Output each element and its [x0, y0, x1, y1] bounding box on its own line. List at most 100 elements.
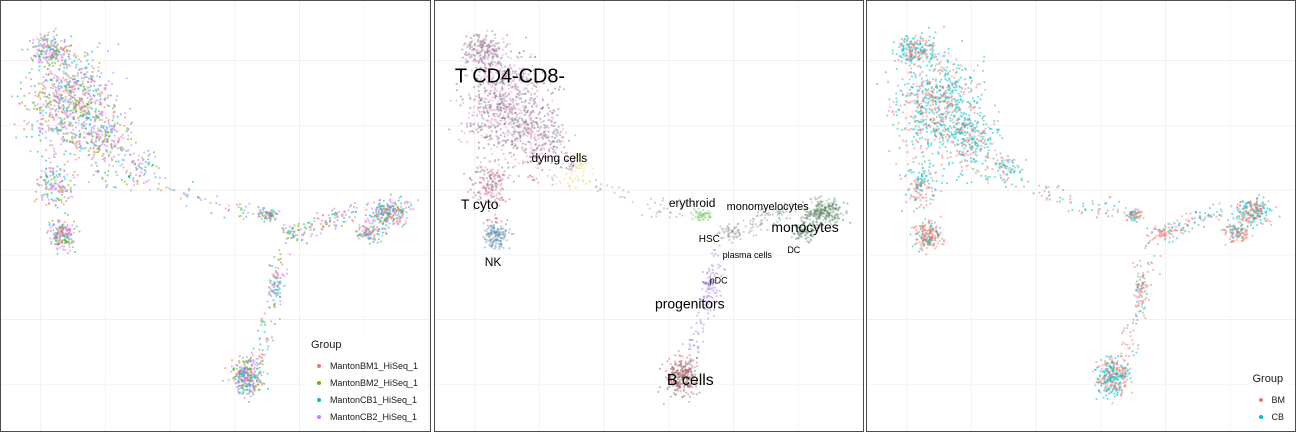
scatter-point — [674, 375, 678, 378]
scatter-point — [97, 129, 100, 133]
scatter-point — [708, 301, 712, 304]
scatter-point — [110, 139, 113, 142]
scatter-point — [509, 98, 512, 101]
scatter-point — [832, 206, 835, 209]
scatter-point — [687, 384, 690, 387]
scatter-point — [490, 41, 493, 44]
scatter-point — [507, 102, 510, 106]
scatter-point — [110, 146, 113, 149]
scatter-point — [805, 226, 808, 229]
scatter-point — [824, 216, 827, 219]
scatter-point — [144, 166, 147, 169]
scatter-point — [727, 226, 730, 230]
scatter-point — [699, 382, 702, 386]
scatter-point — [468, 116, 471, 119]
scatter-point — [821, 200, 824, 203]
scatter-point — [790, 236, 793, 239]
scatter-point — [86, 59, 89, 62]
scatter-point — [79, 67, 83, 70]
scatter-point — [549, 70, 552, 73]
scatter-point — [66, 160, 69, 163]
scatter-point — [581, 158, 584, 161]
scatter-point — [510, 143, 513, 146]
scatter-point — [550, 154, 553, 157]
scatter-point — [224, 366, 227, 370]
scatter-point — [476, 48, 479, 51]
scatter-point — [476, 51, 479, 55]
scatter-point — [485, 177, 489, 180]
scatter-point — [709, 309, 712, 312]
scatter-point — [480, 102, 483, 105]
scatter-point — [676, 384, 679, 387]
scatter-point — [478, 50, 481, 53]
scatter-point — [96, 93, 99, 96]
scatter-point — [378, 228, 381, 231]
scatter-point — [32, 54, 36, 57]
scatter-point — [541, 144, 544, 147]
scatter-point — [512, 84, 515, 87]
scatter-point — [52, 76, 56, 80]
scatter-point — [817, 210, 821, 214]
scatter-point — [45, 102, 49, 105]
scatter-point — [808, 241, 811, 245]
scatter-point — [471, 123, 474, 126]
scatter-point — [819, 214, 822, 217]
scatter-point — [819, 210, 822, 213]
scatter-point — [471, 114, 474, 117]
scatter-point — [54, 203, 57, 206]
scatter-point — [721, 228, 724, 231]
scatter-point — [495, 50, 498, 53]
scatter-point — [812, 208, 815, 211]
scatter-point — [51, 72, 54, 76]
scatter-point — [523, 92, 526, 95]
scatter-point — [282, 229, 285, 233]
scatter-point — [831, 208, 834, 211]
scatter-point — [491, 30, 494, 33]
scatter-point — [731, 230, 735, 233]
scatter-point — [661, 363, 664, 366]
scatter-point — [525, 87, 528, 90]
scatter-point — [561, 136, 564, 139]
scatter-point — [570, 165, 573, 168]
scatter-point — [496, 56, 499, 59]
scatter-point — [46, 195, 49, 198]
scatter-point — [531, 109, 535, 112]
scatter-point — [63, 248, 66, 251]
scatter-point — [253, 371, 257, 374]
scatter-point — [485, 133, 488, 136]
scatter-point — [480, 43, 484, 46]
scatter-point — [527, 91, 530, 94]
scatter-point — [498, 180, 501, 183]
scatter-point — [492, 114, 496, 117]
scatter-point — [96, 170, 100, 173]
scatter-point — [829, 208, 832, 211]
scatter-point — [683, 366, 686, 369]
scatter-point — [512, 130, 515, 133]
scatter-point — [328, 218, 332, 221]
scatter-point — [798, 226, 801, 230]
scatter-point — [535, 81, 538, 84]
scatter-point — [506, 107, 509, 110]
scatter-point — [474, 79, 477, 82]
scatter-point — [478, 110, 481, 113]
scatter-point — [78, 230, 81, 233]
scatter-point — [468, 45, 471, 48]
scatter-point — [287, 231, 290, 234]
scatter-point — [808, 214, 812, 217]
scatter-point — [396, 214, 399, 217]
scatter-point — [675, 379, 678, 383]
scatter-point — [45, 60, 49, 63]
scatter-point — [98, 147, 101, 150]
scatter-point — [485, 107, 488, 110]
scatter-point — [47, 202, 51, 206]
scatter-point — [710, 280, 713, 283]
scatter-point — [62, 185, 65, 189]
scatter-point — [479, 79, 482, 82]
scatter-point — [497, 41, 500, 44]
scatter-point — [496, 112, 499, 115]
scatter-point — [525, 154, 528, 158]
scatter-point — [499, 98, 503, 102]
scatter-point — [530, 127, 533, 130]
scatter-point — [687, 366, 691, 370]
scatter-point — [387, 226, 390, 229]
